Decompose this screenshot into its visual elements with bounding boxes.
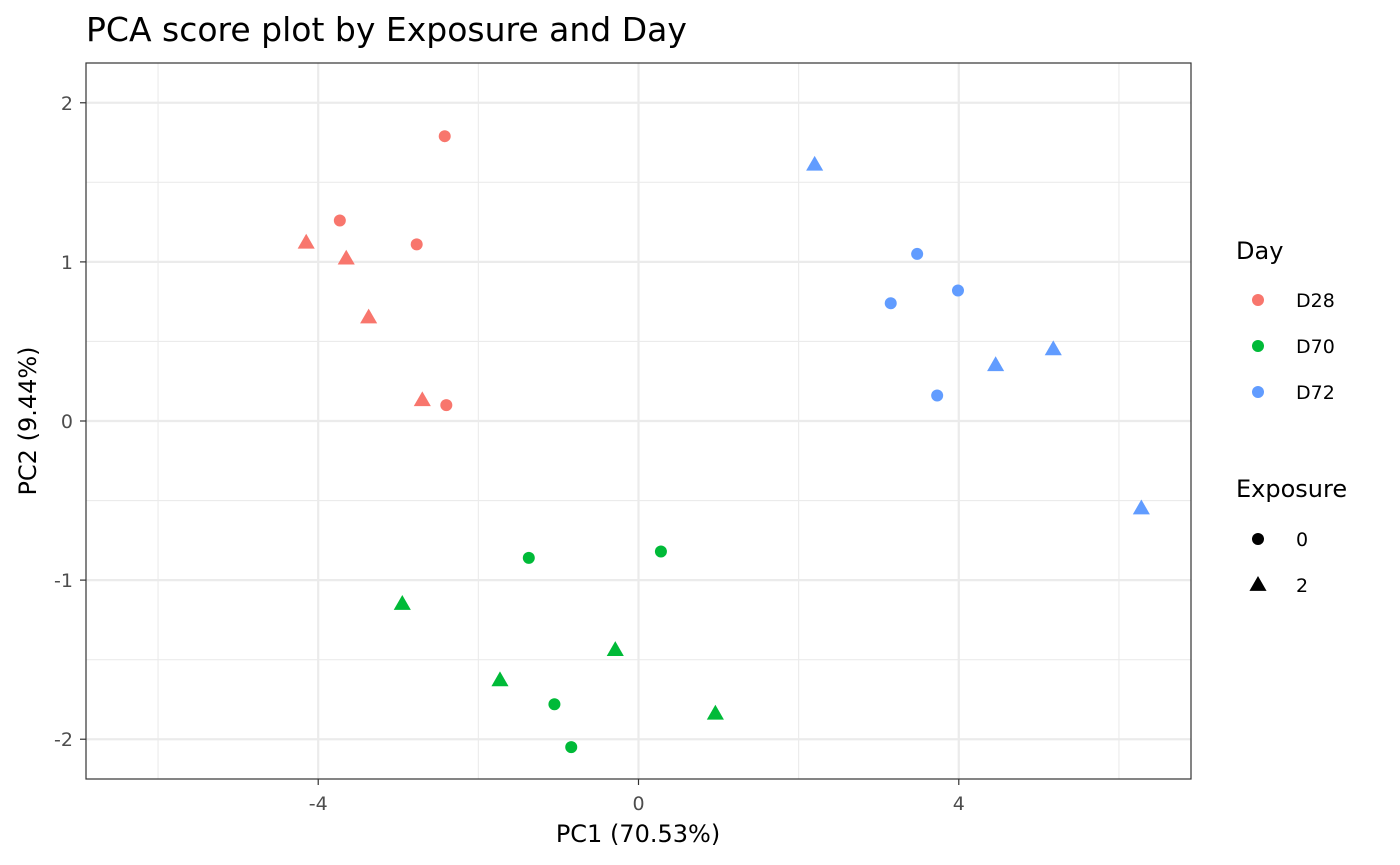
point-d70-exposure-2 bbox=[706, 704, 724, 720]
legend-exposure-key-0 bbox=[1252, 533, 1264, 545]
legend-day-label: D28 bbox=[1296, 290, 1335, 312]
x-tick-label: 0 bbox=[632, 793, 644, 815]
legend-exposure-items: 02 bbox=[1249, 529, 1308, 597]
point-d70-exposure-0 bbox=[565, 741, 578, 754]
y-tick-label: 2 bbox=[61, 93, 73, 115]
chart-title: PCA score plot by Exposure and Day bbox=[86, 10, 687, 49]
x-axis-title: PC1 (70.53%) bbox=[556, 820, 720, 848]
point-d72-exposure-2 bbox=[1044, 340, 1062, 356]
point-d28-exposure-0 bbox=[410, 238, 423, 251]
point-d72-exposure-0 bbox=[884, 297, 897, 310]
point-d72-exposure-2 bbox=[987, 356, 1005, 372]
point-d72-exposure-0 bbox=[931, 389, 944, 402]
point-d72-exposure-2 bbox=[806, 155, 824, 171]
point-d70-exposure-0 bbox=[548, 698, 561, 711]
point-d70-exposure-2 bbox=[606, 641, 624, 656]
legend-day-key-d28 bbox=[1252, 294, 1264, 306]
legend-day-key-d72 bbox=[1252, 386, 1264, 398]
point-d70-exposure-0 bbox=[522, 551, 535, 564]
legend-exposure-title: Exposure bbox=[1236, 475, 1347, 503]
y-tick-label: -2 bbox=[54, 729, 73, 751]
point-d72-exposure-0 bbox=[951, 284, 964, 297]
legend-day-label: D70 bbox=[1296, 336, 1335, 358]
point-d28-exposure-2 bbox=[297, 233, 315, 249]
x-tick-label: 4 bbox=[953, 793, 965, 815]
point-d70-exposure-0 bbox=[654, 545, 667, 558]
legend-day-label: D72 bbox=[1296, 382, 1335, 404]
legend-exposure-label: 0 bbox=[1296, 529, 1308, 551]
legend-exposure-key-2 bbox=[1249, 576, 1267, 591]
point-d70-exposure-2 bbox=[393, 594, 411, 610]
legend-day-key-d70 bbox=[1252, 340, 1264, 352]
point-d72-exposure-2 bbox=[1132, 499, 1150, 515]
x-axis-ticks: -4 0 4 bbox=[309, 779, 965, 815]
point-d28-exposure-0 bbox=[438, 130, 451, 143]
y-tick-label: -1 bbox=[54, 570, 73, 592]
point-d28-exposure-2 bbox=[337, 249, 355, 265]
y-axis-title: PC2 (9.44%) bbox=[14, 346, 42, 495]
y-axis-ticks: -2 -1 0 1 2 bbox=[54, 93, 86, 751]
major-gridlines bbox=[86, 63, 1191, 779]
y-tick-label: 0 bbox=[61, 411, 73, 433]
point-d28-exposure-0 bbox=[333, 214, 346, 227]
data-points bbox=[297, 130, 1150, 754]
point-d28-exposure-0 bbox=[440, 399, 453, 412]
point-d72-exposure-0 bbox=[911, 247, 924, 260]
point-d28-exposure-2 bbox=[413, 391, 431, 407]
legend-exposure-label: 2 bbox=[1296, 575, 1308, 597]
point-d70-exposure-2 bbox=[491, 671, 509, 687]
legend-day-items: D28 D70 D72 bbox=[1252, 290, 1335, 404]
legend-day-title: Day bbox=[1236, 237, 1283, 265]
x-tick-label: -4 bbox=[309, 793, 328, 815]
y-tick-label: 1 bbox=[61, 252, 73, 274]
point-d28-exposure-2 bbox=[360, 308, 378, 324]
